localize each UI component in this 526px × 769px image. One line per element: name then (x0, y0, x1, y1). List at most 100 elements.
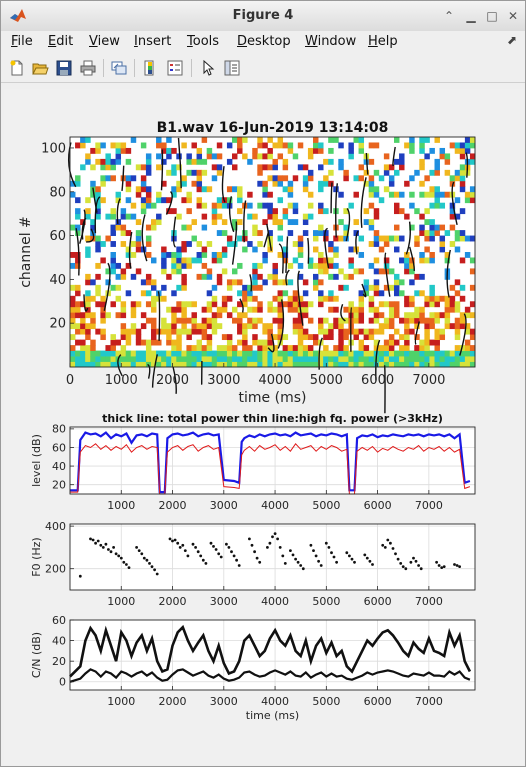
heatmap-cell (141, 290, 146, 296)
heatmap-cell (440, 247, 445, 253)
heatmap-cell (414, 362, 419, 368)
heatmap-cell (369, 318, 374, 324)
heatmap-cell (242, 230, 247, 236)
heatmap-cell (273, 181, 278, 187)
menu-insert[interactable]: Insert (134, 34, 171, 49)
heatmap-cell (141, 362, 146, 368)
heatmap-cell (212, 285, 217, 291)
heatmap-cell (323, 356, 328, 362)
menu-window[interactable]: Window (305, 34, 356, 49)
heatmap-cell (359, 362, 364, 368)
heatmap-cell (75, 323, 80, 329)
link-plot-icon[interactable] (110, 59, 128, 77)
heatmap-cell (257, 241, 262, 247)
heatmap-cell (445, 312, 450, 318)
minimize-icon[interactable]: ▁ (463, 8, 479, 24)
heatmap-cell (136, 362, 141, 368)
heatmap-cell (100, 329, 105, 335)
heatmap-cell (399, 356, 404, 362)
menu-tools[interactable]: Tools (187, 34, 219, 49)
heatmap-cell (116, 285, 121, 291)
y-tick-label: 400 (45, 520, 66, 533)
heatmap-cell (192, 318, 197, 324)
heatmap-cell (465, 340, 470, 346)
heatmap-cell (333, 318, 338, 324)
colorbar-icon[interactable] (142, 59, 160, 77)
heatmap-cell (85, 252, 90, 258)
heatmap-cell (121, 241, 126, 247)
x-tick-label: 7000 (415, 695, 443, 708)
heatmap-cell (318, 323, 323, 329)
heatmap-cell (419, 345, 424, 351)
close-icon[interactable]: ✕ (505, 8, 521, 24)
heatmap-cell (252, 307, 257, 313)
heatmap-cell (278, 356, 283, 362)
heatmap-cell (460, 257, 465, 263)
y-tick-label: 20 (52, 655, 66, 668)
menu-view[interactable]: View (89, 34, 120, 49)
heatmap-cell (318, 296, 323, 302)
heatmap-cell (192, 236, 197, 242)
legend-icon[interactable] (166, 59, 184, 77)
heatmap-cell (156, 137, 161, 143)
heatmap-cell (171, 362, 176, 368)
heatmap-cell (237, 236, 242, 242)
up-icon[interactable]: ⌃ (441, 8, 457, 24)
heatmap-cell (80, 142, 85, 148)
menu-dock-arrow-icon[interactable]: ⬈ (507, 33, 517, 47)
open-file-icon[interactable] (31, 59, 49, 77)
heatmap-cell (298, 263, 303, 269)
heatmap-cell (424, 219, 429, 225)
heatmap-cell (116, 340, 121, 346)
heatmap-cell (283, 356, 288, 362)
print-icon[interactable] (79, 59, 97, 77)
heatmap-cell (80, 312, 85, 318)
heatmap-cell (460, 164, 465, 170)
heatmap-cell (267, 208, 272, 214)
heatmap-cell (257, 137, 262, 143)
heatmap-cell (212, 153, 217, 159)
heatmap-cell (156, 142, 161, 148)
heatmap-cell (80, 362, 85, 368)
menu-desktop[interactable]: Desktop (237, 34, 291, 49)
heatmap-cell (85, 236, 90, 242)
heatmap-cell (192, 181, 197, 187)
edit-pointer-icon[interactable] (199, 59, 217, 77)
heatmap-cell (242, 312, 247, 318)
menu-file[interactable]: File (11, 34, 33, 49)
contour-line (308, 238, 309, 264)
new-figure-icon[interactable] (8, 59, 26, 77)
scatter-point (294, 558, 297, 561)
heatmap-cell (288, 345, 293, 351)
heatmap-cell (257, 230, 262, 236)
heatmap-cell (126, 340, 131, 346)
heatmap-cell (460, 175, 465, 181)
heatmap-cell (389, 301, 394, 307)
heatmap-cell (181, 279, 186, 285)
menu-help[interactable]: Help (368, 34, 398, 49)
property-inspector-icon[interactable] (223, 59, 241, 77)
heatmap-cell (227, 142, 232, 148)
heatmap-cell (318, 252, 323, 258)
heatmap-cell (374, 285, 379, 291)
heatmap-cell (237, 137, 242, 143)
x-axis-label: time (ms) (246, 709, 299, 722)
save-icon[interactable] (55, 59, 73, 77)
x-tick-label: 4000 (261, 499, 289, 512)
heatmap-cell (424, 236, 429, 242)
heatmap-cell (186, 257, 191, 263)
heatmap-cell (161, 197, 166, 203)
heatmap-cell (399, 279, 404, 285)
heatmap-cell (237, 318, 242, 324)
heatmap-cell (419, 290, 424, 296)
heatmap-cell (303, 290, 308, 296)
heatmap-cell (460, 208, 465, 214)
maximize-icon[interactable]: □ (484, 8, 500, 24)
menu-edit[interactable]: Edit (48, 34, 73, 49)
heatmap-cell (70, 225, 75, 231)
heatmap-cell (293, 219, 298, 225)
heatmap-cell (141, 181, 146, 187)
heatmap-cell (435, 362, 440, 368)
heatmap-cell (394, 329, 399, 335)
